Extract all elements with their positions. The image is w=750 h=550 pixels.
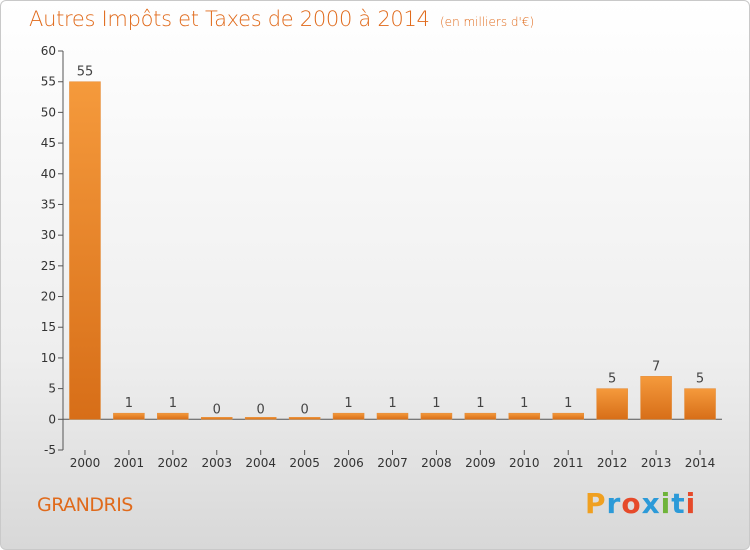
title-unit: (en milliers d'€): [440, 15, 535, 29]
data-label: 0: [300, 402, 308, 417]
logo-letter: o: [621, 487, 642, 520]
bar-2007: [376, 412, 409, 420]
data-label: 7: [652, 359, 660, 374]
y-tick-label: 40: [41, 167, 56, 181]
bar-2011: [552, 412, 584, 420]
data-label: 5: [696, 372, 704, 387]
y-tick-label: 45: [41, 136, 56, 150]
data-label: 0: [213, 402, 221, 417]
y-tick-label: 30: [41, 228, 56, 242]
data-label: 1: [125, 396, 133, 411]
y-tick-label: 15: [41, 320, 56, 334]
x-tick-label: 2014: [685, 456, 716, 470]
bar-2009: [464, 412, 497, 420]
y-tick-label: 5: [48, 382, 56, 396]
bar-2014: [684, 388, 716, 420]
bar-2008: [420, 412, 453, 420]
logo-letter: t: [671, 487, 686, 520]
y-tick-label: -5: [44, 443, 56, 457]
bar-2001: [113, 412, 145, 420]
x-tick-label: 2007: [377, 456, 408, 470]
title-main: Autres Impôts et Taxes de 2000 à 2014: [29, 7, 430, 31]
commune-name: GRANDRIS: [37, 494, 133, 516]
x-tick-label: 2008: [421, 456, 452, 470]
logo-letter: x: [641, 487, 661, 520]
bar-2002: [157, 412, 189, 420]
x-tick-label: 2003: [201, 456, 232, 470]
bar-2013: [640, 376, 672, 420]
logo-letter: r: [606, 487, 622, 520]
data-label: 1: [388, 396, 396, 411]
data-label: 1: [344, 396, 352, 411]
x-tick-label: 2012: [597, 456, 628, 470]
y-tick-label: 0: [48, 412, 56, 426]
data-label: 0: [257, 402, 265, 417]
logo-letter: i: [685, 487, 697, 520]
x-tick-label: 2013: [641, 456, 672, 470]
bar-2000: [69, 81, 101, 420]
bar-2010: [508, 412, 541, 420]
bar-2003: [201, 417, 233, 420]
bars: [69, 81, 716, 420]
bar-2004: [244, 417, 277, 420]
x-tick-label: 2009: [465, 456, 496, 470]
x-tick-label: 2002: [158, 456, 189, 470]
y-tick-label: 60: [41, 44, 56, 58]
bar-2005: [288, 417, 321, 420]
bar-2006: [332, 412, 365, 420]
y-tick-label: 35: [41, 197, 56, 211]
logo-letter: i: [660, 487, 672, 520]
logo-letter: P: [585, 487, 607, 520]
y-tick-label: 10: [41, 351, 56, 365]
x-tick-label: 2004: [245, 456, 276, 470]
chart-title: Autres Impôts et Taxes de 2000 à 2014 (e…: [29, 7, 534, 31]
y-tick-label: 20: [41, 290, 56, 304]
x-tick-label: 2011: [553, 456, 584, 470]
data-label: 55: [77, 65, 94, 80]
x-tick-label: 2006: [333, 456, 364, 470]
data-labels: 55 1 1 0 0 0 1 1 1 1 1 1 5 7 5: [77, 65, 704, 418]
y-tick-label: 25: [41, 259, 56, 273]
y-tick-label: 55: [41, 75, 56, 89]
x-tick-label: 2005: [289, 456, 320, 470]
x-tick-label: 2001: [114, 456, 145, 470]
data-label: 1: [432, 396, 440, 411]
proxiti-logo: Proxiti: [585, 487, 696, 520]
x-tick-label: 2010: [509, 456, 540, 470]
y-tick-label: 50: [41, 105, 56, 119]
data-label: 5: [608, 372, 616, 387]
data-label: 1: [476, 396, 484, 411]
data-label: 1: [564, 396, 572, 411]
data-label: 1: [169, 396, 177, 411]
data-label: 1: [520, 396, 528, 411]
bar-2012: [596, 388, 628, 420]
x-tick-label: 2000: [70, 456, 101, 470]
